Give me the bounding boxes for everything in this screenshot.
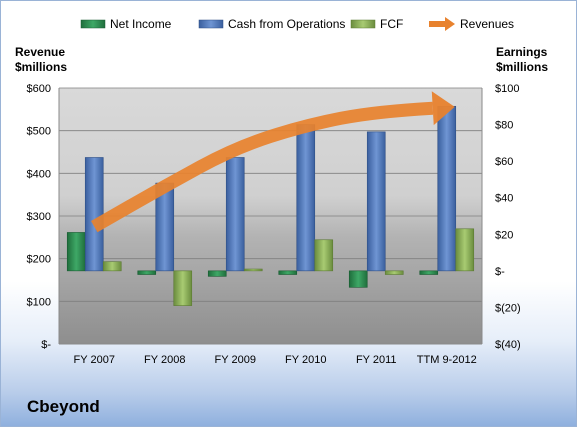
right-axis-label-line1: Earnings [496, 45, 548, 59]
x-tick-label: FY 2008 [144, 354, 185, 366]
bar-cash-from-operations [437, 105, 457, 272]
legend-label: Net Income [110, 17, 172, 31]
left-axis-label-line1: Revenue [15, 45, 65, 59]
legend-swatch-cash-from-operations [198, 19, 224, 29]
x-tick-label: FY 2007 [74, 354, 115, 366]
bar-net-income [419, 270, 439, 275]
company-name: Cbeyond [27, 397, 100, 416]
bar-net-income [207, 270, 227, 277]
x-tick-label: FY 2011 [356, 354, 397, 366]
legend-label: Revenues [460, 17, 514, 31]
right-tick-label: $80 [495, 120, 513, 132]
bar-cash-from-operations [296, 124, 316, 272]
x-tick-label: FY 2010 [285, 354, 326, 366]
right-tick-label: $100 [495, 83, 519, 95]
bar-fcf [314, 239, 334, 272]
left-tick-label: $300 [27, 211, 51, 223]
left-tick-label: $500 [27, 126, 51, 138]
left-axis-label-line2: $millions [15, 60, 67, 74]
right-tick-label: $40 [495, 193, 513, 205]
bar-cash-from-operations [225, 157, 245, 272]
x-tick-label: FY 2009 [215, 354, 256, 366]
revenue-arrowhead [431, 91, 455, 126]
left-tick-label: $400 [27, 168, 51, 180]
bar-fcf [173, 270, 193, 306]
legend-swatch-fcf [350, 19, 376, 29]
right-tick-label: $60 [495, 156, 513, 168]
right-tick-label: $- [495, 266, 505, 278]
left-tick-label: $100 [27, 296, 51, 308]
bar-cash-from-operations [366, 131, 386, 272]
bar-fcf [102, 261, 122, 272]
revenue-series-line [91, 101, 434, 233]
legend: Net Income Cash from Operations FCF Revenue… [80, 17, 514, 31]
left-tick-label: $- [41, 339, 51, 351]
right-tick-label: $20 [495, 229, 513, 241]
legend-arrowhead-revenues [445, 17, 455, 31]
bar-net-income [66, 232, 86, 272]
x-tick-label: TTM 9-2012 [417, 354, 477, 366]
right-axis-label-line2: $millions [496, 60, 548, 74]
legend-label: Cash from Operations [228, 17, 345, 31]
bar-fcf [455, 228, 475, 272]
right-tick-label: $(40) [495, 339, 521, 351]
right-tick-label: $(20) [495, 302, 521, 314]
bar-net-income [348, 270, 368, 288]
axes: $600 $500 $400 $300 $200 $100 $- $100 $80 $60 $40 $… [27, 83, 521, 366]
bar-net-income [137, 270, 157, 275]
bar-fcf [243, 268, 263, 272]
left-tick-label: $200 [27, 254, 51, 266]
bar-fcf [384, 270, 404, 275]
revenue-arrow [91, 91, 455, 233]
legend-swatch-net-income [80, 19, 106, 29]
left-tick-label: $600 [27, 83, 51, 95]
legend-label: FCF [380, 17, 403, 31]
bar-cash-from-operations [84, 157, 104, 272]
bar-net-income [278, 270, 298, 275]
bars [66, 105, 475, 306]
